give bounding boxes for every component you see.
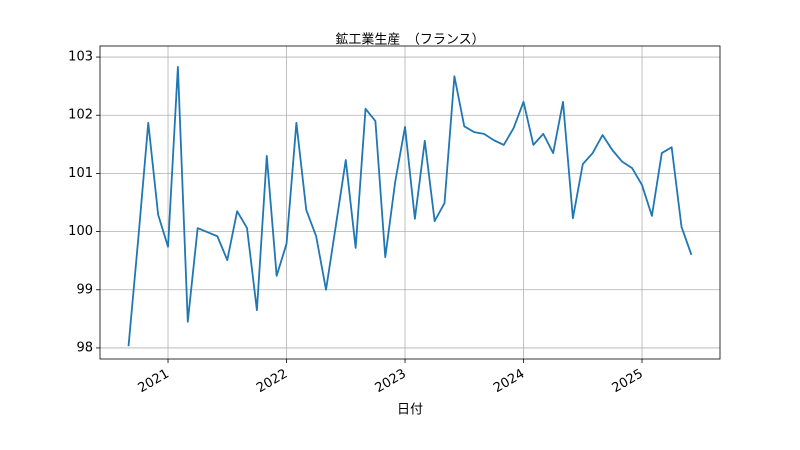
y-tick-label: 100 (68, 224, 93, 239)
x-tick-label: 2021 (136, 367, 172, 397)
x-tick-label: 2022 (254, 367, 290, 397)
y-tick-label: 101 (68, 166, 93, 181)
y-tick-label: 98 (76, 340, 93, 355)
x-tick-label: 2023 (373, 367, 409, 397)
data-line (127, 66, 693, 347)
x-tick-label: 2024 (491, 367, 527, 397)
x-tick-label: 2025 (610, 367, 646, 397)
plot-frame (99, 45, 721, 360)
y-tick-label: 99 (76, 282, 93, 297)
y-tick-label: 102 (68, 108, 93, 123)
chart-title: 鉱工業生産 （フランス） (335, 32, 484, 48)
y-tick-label: 103 (68, 50, 93, 65)
x-axis-label: 日付 (397, 403, 423, 418)
